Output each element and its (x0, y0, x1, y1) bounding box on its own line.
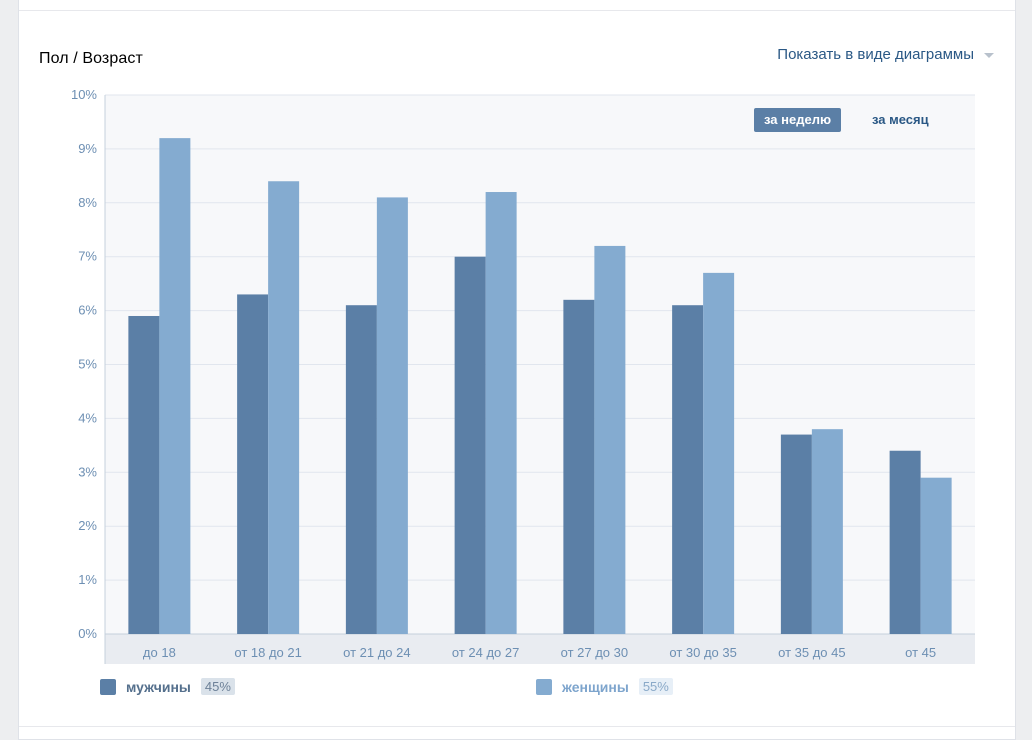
x-tick-label: от 30 до 35 (669, 645, 736, 660)
x-tick-label: от 18 до 21 (234, 645, 301, 660)
bar-women (594, 245, 626, 635)
x-tick-label: от 24 до 27 (452, 645, 519, 660)
bar-women (485, 192, 517, 634)
y-tick-label: 10% (71, 87, 97, 102)
y-tick-label: 9% (78, 141, 97, 156)
y-tick-label: 6% (78, 303, 97, 318)
y-tick-label: 4% (78, 410, 97, 425)
y-tick-label: 3% (78, 464, 97, 479)
legend-men[interactable]: мужчины 45% (100, 678, 235, 695)
x-axis-band (105, 634, 975, 664)
bar-men (672, 305, 704, 634)
bar-men (237, 294, 269, 634)
legend-men-share: 45% (200, 678, 235, 695)
bar-men (128, 315, 160, 634)
bar-men (563, 299, 595, 634)
y-tick-label: 7% (78, 249, 97, 264)
y-tick-label: 5% (78, 357, 97, 372)
legend-women-share: 55% (638, 678, 673, 695)
bar-women (268, 181, 300, 635)
view-toggle-dropdown[interactable]: Показать в виде диаграммы (777, 46, 994, 63)
y-tick-label: 2% (78, 518, 97, 533)
y-tick-label: 0% (78, 626, 97, 641)
bar-men (780, 434, 812, 634)
legend-women-label: женщины (562, 678, 629, 695)
period-month-button[interactable]: за месяц (872, 112, 929, 127)
chevron-down-icon (984, 53, 994, 58)
y-tick-label: 1% (78, 572, 97, 587)
bar-men (345, 305, 377, 634)
bar-men (889, 450, 921, 634)
legend-men-label: мужчины (126, 678, 191, 695)
x-tick-label: до 18 (143, 645, 176, 660)
bar-women (159, 138, 191, 634)
legend-women-swatch (536, 678, 552, 695)
chart-title: Пол / Возраст (39, 50, 143, 67)
y-tick-label: 8% (78, 195, 97, 210)
x-tick-label: от 27 до 30 (561, 645, 628, 660)
card-top-divider (19, 10, 1015, 11)
bar-women (703, 272, 735, 634)
bar-men (454, 256, 486, 634)
view-toggle-label: Показать в виде диаграммы (777, 46, 974, 63)
legend-women[interactable]: женщины 55% (536, 678, 673, 695)
bar-women (920, 477, 952, 634)
period-week-button[interactable]: за неделю (754, 108, 842, 132)
bar-women (811, 429, 843, 634)
x-tick-label: от 35 до 45 (778, 645, 845, 660)
bar-women (376, 197, 408, 634)
x-tick-label: от 45 (905, 645, 936, 660)
card-bottom-divider (19, 726, 1015, 727)
x-tick-label: от 21 до 24 (343, 645, 410, 660)
legend-men-swatch (100, 678, 116, 695)
